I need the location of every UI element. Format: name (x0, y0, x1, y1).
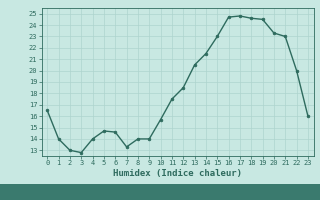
X-axis label: Humidex (Indice chaleur): Humidex (Indice chaleur) (113, 169, 242, 178)
